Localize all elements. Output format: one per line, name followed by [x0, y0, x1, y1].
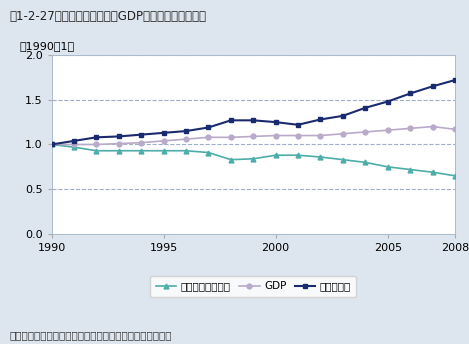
- 資源生産性: [228, 118, 234, 122]
- 資源生産性: [363, 106, 368, 110]
- GDP: [385, 128, 391, 132]
- Line: GDP: GDP: [49, 124, 457, 147]
- 資源生産性: [161, 131, 166, 135]
- GDP: [116, 141, 121, 146]
- Legend: 天然資源等投入量, GDP, 資源生産性: 天然資源等投入量, GDP, 資源生産性: [151, 276, 356, 297]
- 天然資源等投入量: [71, 145, 77, 149]
- GDP: [205, 135, 211, 139]
- GDP: [452, 127, 458, 131]
- 天然資源等投入量: [138, 149, 144, 153]
- GDP: [363, 130, 368, 134]
- Line: 天然資源等投入量: 天然資源等投入量: [49, 142, 457, 178]
- 資源生産性: [205, 126, 211, 130]
- 天然資源等投入量: [385, 165, 391, 169]
- GDP: [183, 137, 189, 141]
- 天然資源等投入量: [340, 158, 346, 162]
- GDP: [407, 126, 413, 130]
- 資源生産性: [116, 135, 121, 139]
- 天然資源等投入量: [161, 149, 166, 153]
- GDP: [161, 139, 166, 143]
- 資源生産性: [318, 117, 323, 121]
- GDP: [228, 135, 234, 139]
- GDP: [138, 141, 144, 145]
- 資源生産性: [250, 118, 256, 122]
- 資源生産性: [452, 78, 458, 82]
- 天然資源等投入量: [295, 153, 301, 157]
- GDP: [49, 142, 54, 147]
- 資源生産性: [430, 84, 435, 88]
- 資源生産性: [340, 114, 346, 118]
- 資源生産性: [138, 132, 144, 137]
- 資源生産性: [273, 120, 279, 124]
- 天然資源等投入量: [273, 153, 279, 157]
- 天然資源等投入量: [430, 170, 435, 174]
- GDP: [430, 125, 435, 129]
- 資源生産性: [407, 92, 413, 96]
- 資源生産性: [183, 129, 189, 133]
- GDP: [340, 132, 346, 136]
- 資源生産性: [94, 135, 99, 139]
- GDP: [94, 142, 99, 147]
- Text: 資料：貳易統計、資源・エネルギー統計等より環境省作成: 資料：貳易統計、資源・エネルギー統計等より環境省作成: [9, 331, 172, 341]
- 資源生産性: [49, 142, 54, 147]
- GDP: [71, 142, 77, 147]
- 天然資源等投入量: [318, 155, 323, 159]
- 天然資源等投入量: [363, 160, 368, 164]
- 天然資源等投入量: [205, 150, 211, 154]
- 天然資源等投入量: [183, 149, 189, 153]
- 天然資源等投入量: [49, 142, 54, 147]
- Line: 資源生産性: 資源生産性: [49, 78, 457, 147]
- Text: 図1-2-27　天然資源投入量、GDP、資源生産性の推移: 図1-2-27 天然資源投入量、GDP、資源生産性の推移: [9, 10, 206, 23]
- GDP: [273, 133, 279, 138]
- 資源生産性: [295, 123, 301, 127]
- GDP: [250, 135, 256, 139]
- GDP: [318, 133, 323, 138]
- 天然資源等投入量: [116, 149, 121, 153]
- 天然資源等投入量: [250, 157, 256, 161]
- GDP: [295, 133, 301, 138]
- Y-axis label: （1990＝1）: （1990＝1）: [20, 42, 75, 52]
- 天然資源等投入量: [228, 158, 234, 162]
- 天然資源等投入量: [452, 174, 458, 178]
- 資源生産性: [385, 99, 391, 104]
- 天然資源等投入量: [407, 168, 413, 172]
- 資源生産性: [71, 139, 77, 143]
- 天然資源等投入量: [94, 149, 99, 153]
